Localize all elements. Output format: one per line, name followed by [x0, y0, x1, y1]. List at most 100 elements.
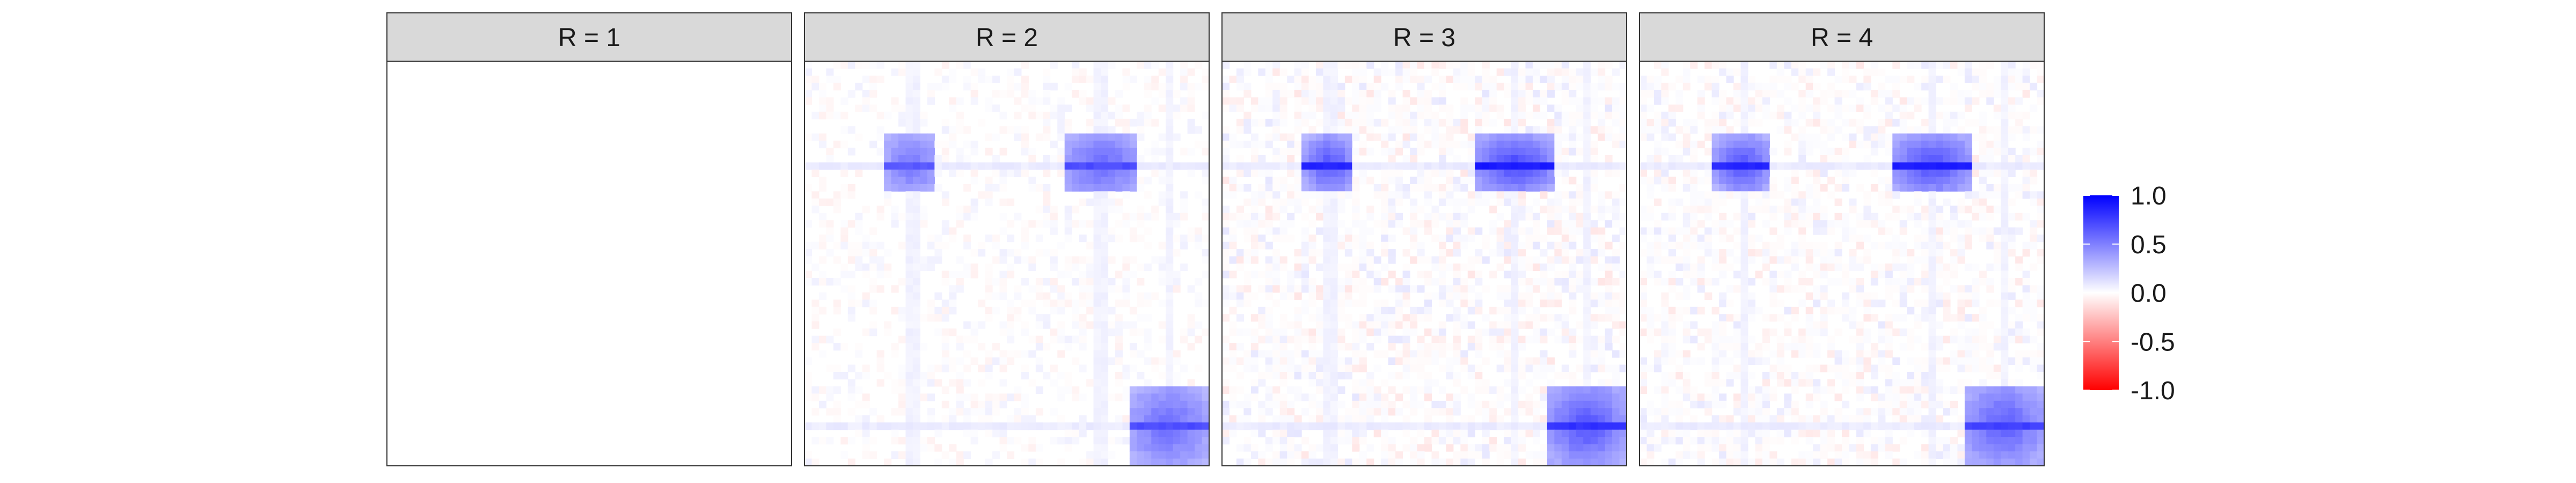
heatmap-cell — [1525, 364, 1533, 372]
heatmap-cell — [1612, 350, 1620, 358]
heatmap-cell — [1640, 169, 1648, 178]
heatmap-cell — [1547, 68, 1555, 76]
heatmap-cell — [985, 177, 993, 185]
heatmap-cell — [1475, 112, 1483, 120]
heatmap-cell — [1028, 458, 1036, 466]
heatmap-cell — [999, 321, 1007, 329]
heatmap-cell — [1598, 299, 1606, 308]
heatmap-cell — [1482, 235, 1490, 243]
heatmap-cell — [1173, 458, 1181, 466]
heatmap-cell — [1936, 184, 1944, 192]
heatmap-cell — [1316, 285, 1324, 293]
heatmap-cell — [1093, 343, 1101, 351]
heatmap-cell — [1668, 184, 1676, 192]
heatmap-cell — [1359, 169, 1367, 178]
heatmap-cell — [949, 169, 957, 178]
heatmap-cell — [1250, 162, 1258, 170]
heatmap-cell — [1144, 415, 1152, 423]
heatmap-cell — [862, 429, 870, 437]
heatmap-cell — [1590, 162, 1598, 170]
heatmap-cell — [1166, 328, 1174, 336]
heatmap-cell — [1079, 292, 1087, 300]
heatmap-cell — [1258, 371, 1266, 380]
heatmap-cell — [1583, 415, 1591, 423]
heatmap-cell — [1475, 400, 1483, 408]
heatmap-cell — [898, 119, 906, 127]
heatmap-cell — [898, 184, 906, 192]
heatmap-cell — [1424, 393, 1432, 401]
heatmap-cell — [1229, 241, 1237, 250]
heatmap-cell — [1202, 169, 1210, 178]
heatmap-cell — [1653, 270, 1662, 279]
heatmap-cell — [862, 249, 870, 257]
heatmap-cell — [1813, 133, 1821, 141]
heatmap-cell — [1272, 415, 1280, 423]
heatmap-cell — [1842, 169, 1850, 178]
heatmap-cell — [1424, 191, 1432, 199]
heatmap-cell — [1496, 400, 1504, 408]
heatmap-cell — [1675, 141, 1684, 149]
heatmap-cell — [1547, 285, 1555, 293]
heatmap-cell — [1460, 241, 1468, 250]
heatmap-cell — [855, 343, 863, 351]
heatmap-cell — [1943, 162, 1951, 170]
heatmap-cell — [1690, 220, 1698, 228]
heatmap-cell — [1928, 249, 1936, 257]
heatmap-cell — [1755, 97, 1763, 105]
heatmap-cell — [804, 379, 813, 387]
heatmap-cell — [1899, 155, 1907, 163]
heatmap-cell — [1330, 321, 1338, 329]
heatmap-cell — [1301, 364, 1309, 372]
heatmap-cell — [1007, 83, 1015, 91]
heatmap-cell — [1129, 177, 1137, 185]
heatmap-cell — [1137, 133, 1145, 141]
heatmap-cell — [985, 292, 993, 300]
heatmap-cell — [1265, 220, 1273, 228]
heatmap-cell — [1402, 350, 1410, 358]
heatmap-cell — [1885, 104, 1893, 112]
heatmap-cell — [1431, 451, 1439, 459]
heatmap-cell — [1950, 169, 1958, 178]
heatmap-cell — [1668, 256, 1676, 264]
heatmap-cell — [1035, 343, 1043, 351]
heatmap-cell — [1395, 299, 1403, 308]
heatmap-cell — [1675, 264, 1684, 272]
heatmap-cell — [2001, 104, 2009, 112]
heatmap-cell — [992, 429, 1000, 437]
heatmap-cell — [1438, 241, 1446, 250]
heatmap-cell — [1921, 61, 1929, 69]
heatmap-cell — [1784, 213, 1792, 221]
heatmap-cell — [1907, 133, 1915, 141]
heatmap-cell — [1323, 206, 1331, 214]
heatmap-cell — [1842, 227, 1850, 235]
heatmap-cell — [963, 61, 971, 69]
heatmap-cell — [1569, 306, 1577, 314]
heatmap-cell — [1151, 408, 1159, 416]
heatmap-cell — [963, 335, 971, 343]
heatmap-cell — [1511, 83, 1519, 91]
heatmap-cell — [1726, 133, 1734, 141]
heatmap-cell — [833, 112, 841, 120]
heatmap-cell — [1740, 97, 1748, 105]
facet-panel-border-3 — [1221, 61, 1627, 466]
heatmap-cell — [1733, 68, 1741, 76]
heatmap-cell — [898, 213, 906, 221]
heatmap-cell — [891, 104, 899, 112]
heatmap-cell — [1438, 169, 1446, 178]
heatmap-cell — [1202, 249, 1210, 257]
heatmap-cell — [1129, 422, 1137, 430]
heatmap-cell — [999, 256, 1007, 264]
heatmap-cell — [1532, 400, 1541, 408]
heatmap-cell — [1504, 162, 1512, 170]
heatmap-cell — [1279, 227, 1287, 235]
heatmap-cell — [833, 141, 841, 149]
heatmap-cell — [1576, 68, 1584, 76]
heatmap-cell — [1870, 90, 1878, 98]
heatmap-cell — [1446, 112, 1454, 120]
heatmap-cell — [1834, 213, 1842, 221]
heatmap-cell — [1035, 357, 1043, 365]
heatmap-cell — [876, 364, 884, 372]
heatmap-cell — [1144, 213, 1152, 221]
heatmap-cell — [1547, 379, 1555, 387]
heatmap-cell — [1711, 177, 1719, 185]
